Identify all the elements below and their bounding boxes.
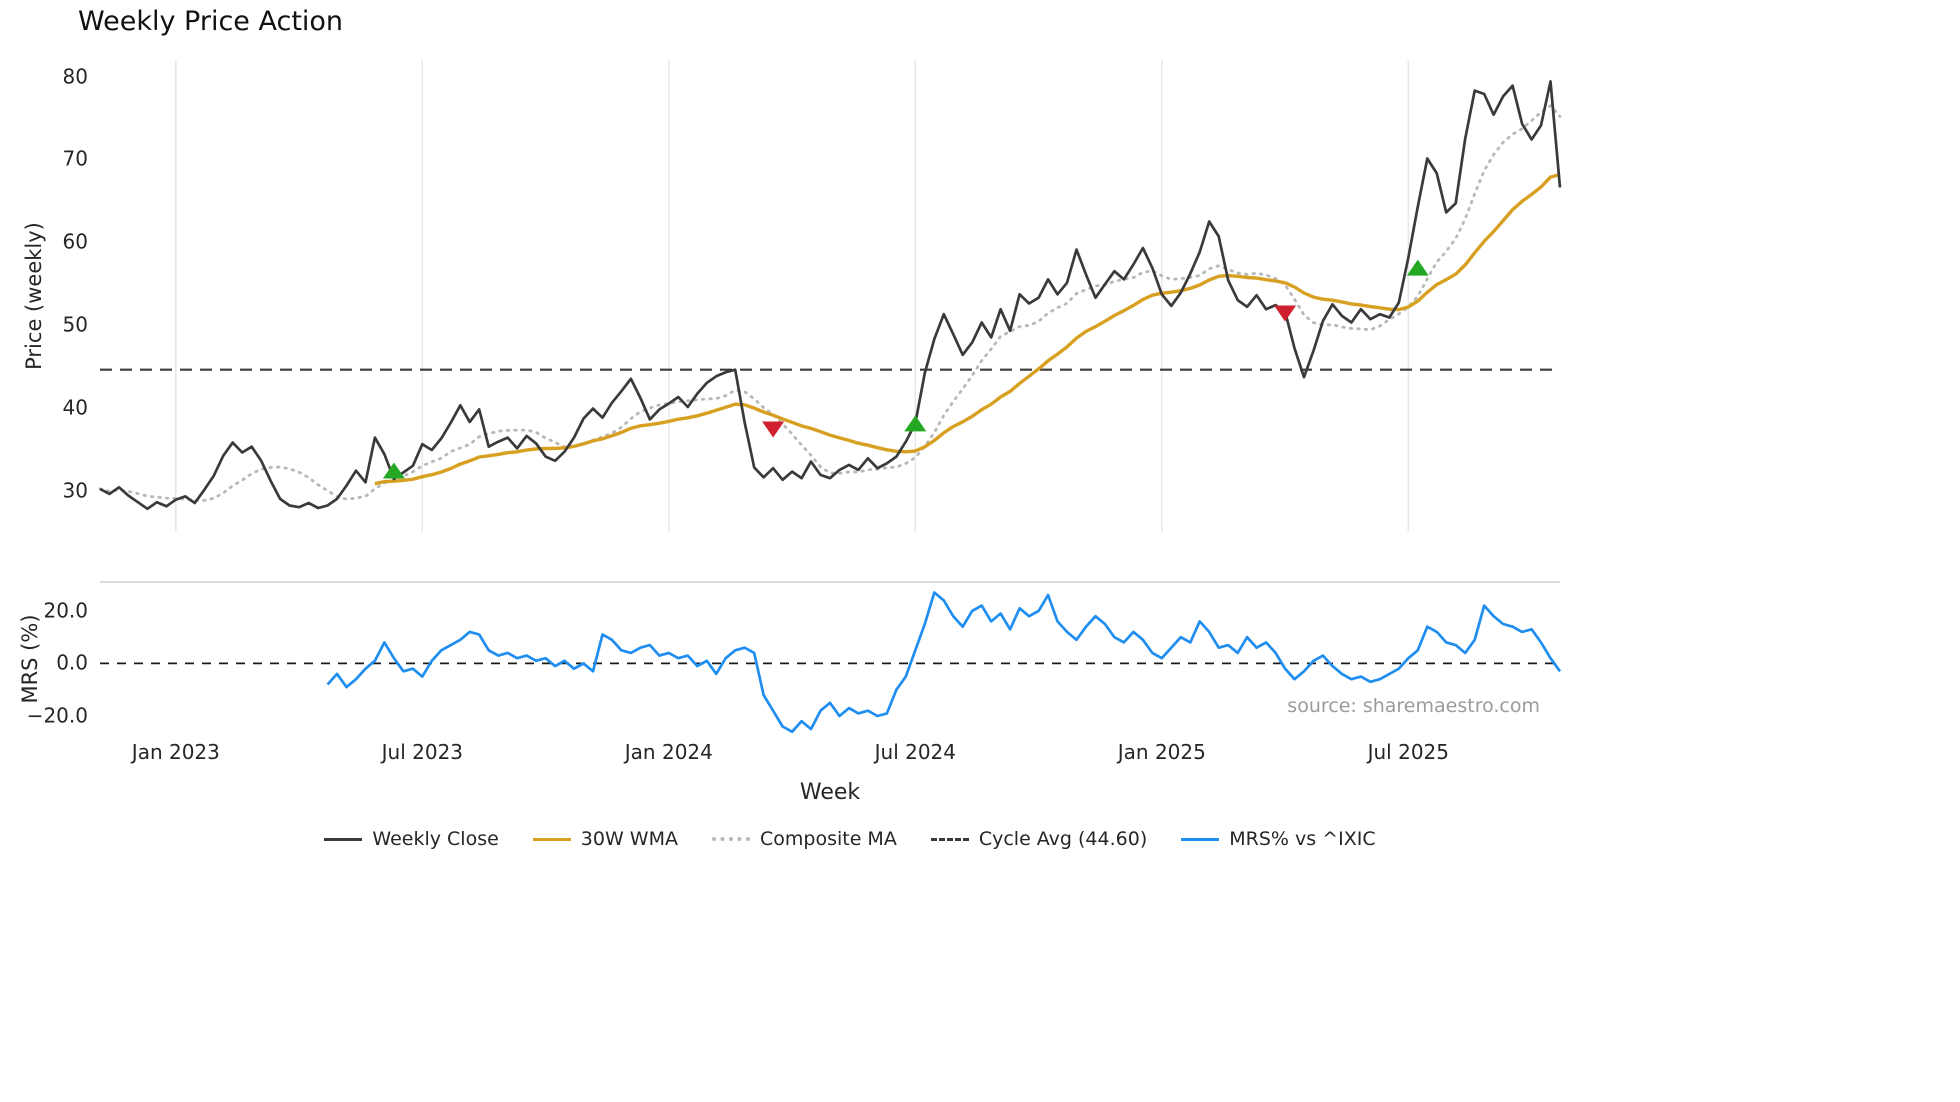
x-tick-label: Jan 2024 xyxy=(624,740,713,764)
legend-swatch-mrs-pct xyxy=(1181,837,1220,841)
legend-item-cycle-avg: Cycle Avg (44.60) xyxy=(930,828,1148,850)
mrs-y-tick-label: 20.0 xyxy=(43,598,88,623)
mrs-y-tick-label: 0.0 xyxy=(56,650,88,675)
legend-swatch-composite-ma xyxy=(711,837,750,841)
x-tick-label: Jan 2025 xyxy=(1117,740,1206,764)
x-tick-label: Jul 2024 xyxy=(874,740,957,764)
chart-title: Weekly Price Action xyxy=(78,6,344,37)
price-y-tick-label: 70 xyxy=(62,146,88,171)
source-note: source: sharemaestro.com xyxy=(1287,695,1540,717)
price-y-tick-label: 60 xyxy=(62,229,88,254)
legend-item-weekly-close: Weekly Close xyxy=(324,828,499,850)
legend-label: Composite MA xyxy=(759,828,897,850)
legend-item-mrs-pct: MRS% vs ^IXIC xyxy=(1181,828,1376,850)
legend: Weekly Close 30W WMA Composite MA Cycle Avg… xyxy=(0,828,1700,850)
legend-item-wma-30w: 30W WMA xyxy=(532,828,678,850)
sell-marker xyxy=(762,421,785,438)
mrs-y-tick-label: −20.0 xyxy=(26,703,88,728)
weekly-close-line xyxy=(99,80,1562,511)
legend-swatch-wma-30w xyxy=(532,837,571,841)
price-y-tick-label: 80 xyxy=(62,64,88,89)
x-axis-label: Week xyxy=(799,780,861,805)
price-y-tick-label: 30 xyxy=(62,478,88,503)
legend-item-composite-ma: Composite MA xyxy=(711,828,897,850)
legend-label: Cycle Avg (44.60) xyxy=(978,828,1148,850)
mrs-line xyxy=(326,591,1562,734)
x-tick-label: Jan 2023 xyxy=(131,740,220,764)
legend-swatch-cycle-avg xyxy=(930,837,969,841)
wma-line xyxy=(374,172,1561,486)
x-tick-label: Jul 2025 xyxy=(1367,740,1449,764)
sell-marker xyxy=(1274,305,1297,322)
buy-marker xyxy=(382,462,405,479)
price-y-tick-label: 40 xyxy=(62,395,88,420)
composite-ma-line xyxy=(98,103,1562,502)
legend-label: 30W WMA xyxy=(580,828,678,850)
buy-marker xyxy=(904,415,927,432)
x-tick-label: Jul 2023 xyxy=(381,740,464,764)
legend-swatch-weekly-close xyxy=(324,837,363,841)
buy-marker xyxy=(1406,259,1429,276)
legend-label: MRS% vs ^IXIC xyxy=(1229,828,1376,850)
price-y-tick-label: 50 xyxy=(62,312,88,337)
legend-label: Weekly Close xyxy=(372,828,499,850)
